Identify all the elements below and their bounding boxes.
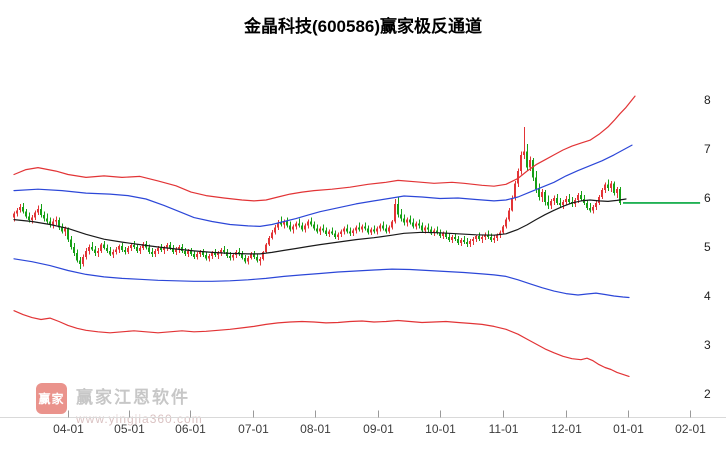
channel-line-middle-black: [13, 198, 627, 255]
watermark-brand: 赢家江恩软件: [76, 388, 190, 407]
brand-logo-icon: 赢家: [36, 383, 67, 414]
x-tick-label: 06-01: [175, 422, 206, 436]
x-tick-label: 08-01: [300, 422, 331, 436]
x-tick-label: 10-01: [425, 422, 456, 436]
y-tick-label: 4: [704, 289, 711, 303]
y-tick-label: 3: [704, 338, 711, 352]
watermark: 赢家 赢家江恩软件 www.yingjia360.com: [36, 383, 203, 426]
y-tick-label: 7: [704, 142, 711, 156]
watermark-text: 赢家江恩软件 www.yingjia360.com: [76, 383, 203, 426]
brand-logo-text: 赢家: [38, 392, 65, 406]
y-tick-label: 2: [704, 387, 711, 401]
y-tick-label: 6: [704, 191, 711, 205]
channel-line-lower-red: [13, 310, 630, 377]
channel-line-lower-blue: [13, 258, 630, 299]
watermark-url: www.yingjia360.com: [76, 412, 203, 426]
x-tick-label: 12-01: [551, 422, 582, 436]
candles: [13, 126, 621, 270]
x-tick-label: 09-01: [363, 422, 394, 436]
x-tick-label: 02-01: [675, 422, 706, 436]
y-tick-label: 8: [704, 93, 711, 107]
x-tick-label: 01-01: [613, 422, 644, 436]
channel-line-upper-red: [13, 95, 636, 202]
x-tick-label: 05-01: [114, 422, 145, 436]
channel-line-upper-blue: [13, 144, 633, 227]
x-tick-label: 11-01: [489, 422, 519, 436]
x-tick-label: 07-01: [238, 422, 269, 436]
x-tick-label: 04-01: [53, 422, 84, 436]
chart-title: 金晶科技(600586)赢家极反通道: [243, 17, 483, 36]
y-tick-label: 5: [704, 240, 711, 254]
